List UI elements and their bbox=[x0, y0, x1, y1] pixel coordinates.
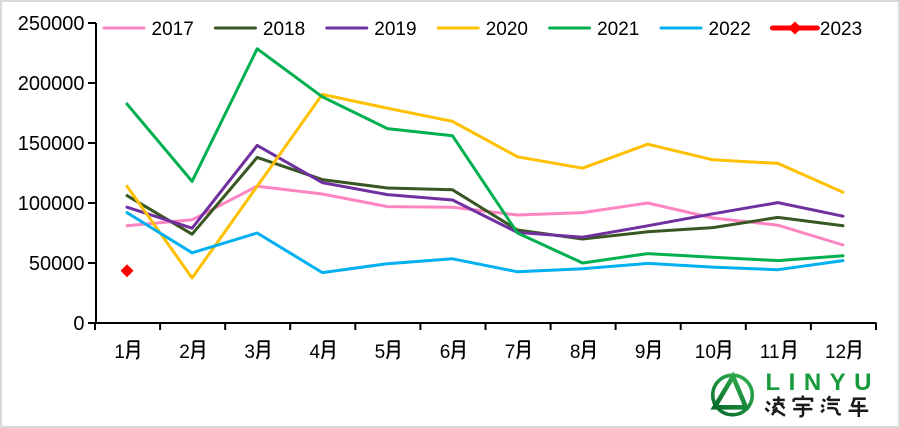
svg-text:2021: 2021 bbox=[597, 19, 639, 40]
svg-text:2017: 2017 bbox=[152, 19, 194, 40]
svg-text:12: 12 bbox=[825, 342, 846, 363]
svg-text:2023: 2023 bbox=[820, 19, 862, 40]
svg-text:9: 9 bbox=[635, 342, 646, 363]
svg-text:10: 10 bbox=[695, 342, 716, 363]
svg-text:LINYU: LINYU bbox=[766, 369, 881, 396]
svg-text:2: 2 bbox=[179, 342, 190, 363]
svg-text:7: 7 bbox=[505, 342, 516, 363]
svg-text:6: 6 bbox=[440, 342, 451, 363]
svg-text:100000: 100000 bbox=[18, 193, 85, 215]
svg-text:0: 0 bbox=[73, 313, 84, 335]
svg-text:150000: 150000 bbox=[18, 133, 85, 155]
svg-text:4: 4 bbox=[310, 342, 321, 363]
svg-text:1: 1 bbox=[114, 342, 125, 363]
svg-text:2020: 2020 bbox=[486, 19, 528, 40]
svg-text:5: 5 bbox=[375, 342, 386, 363]
svg-text:2022: 2022 bbox=[709, 19, 751, 40]
svg-text:8: 8 bbox=[570, 342, 581, 363]
svg-text:50000: 50000 bbox=[29, 253, 85, 275]
svg-text:2019: 2019 bbox=[374, 19, 416, 40]
svg-text:250000: 250000 bbox=[18, 13, 85, 35]
svg-text:11: 11 bbox=[760, 342, 780, 363]
svg-text:200000: 200000 bbox=[18, 73, 85, 95]
svg-text:3: 3 bbox=[244, 342, 255, 363]
svg-text:2018: 2018 bbox=[263, 19, 305, 40]
